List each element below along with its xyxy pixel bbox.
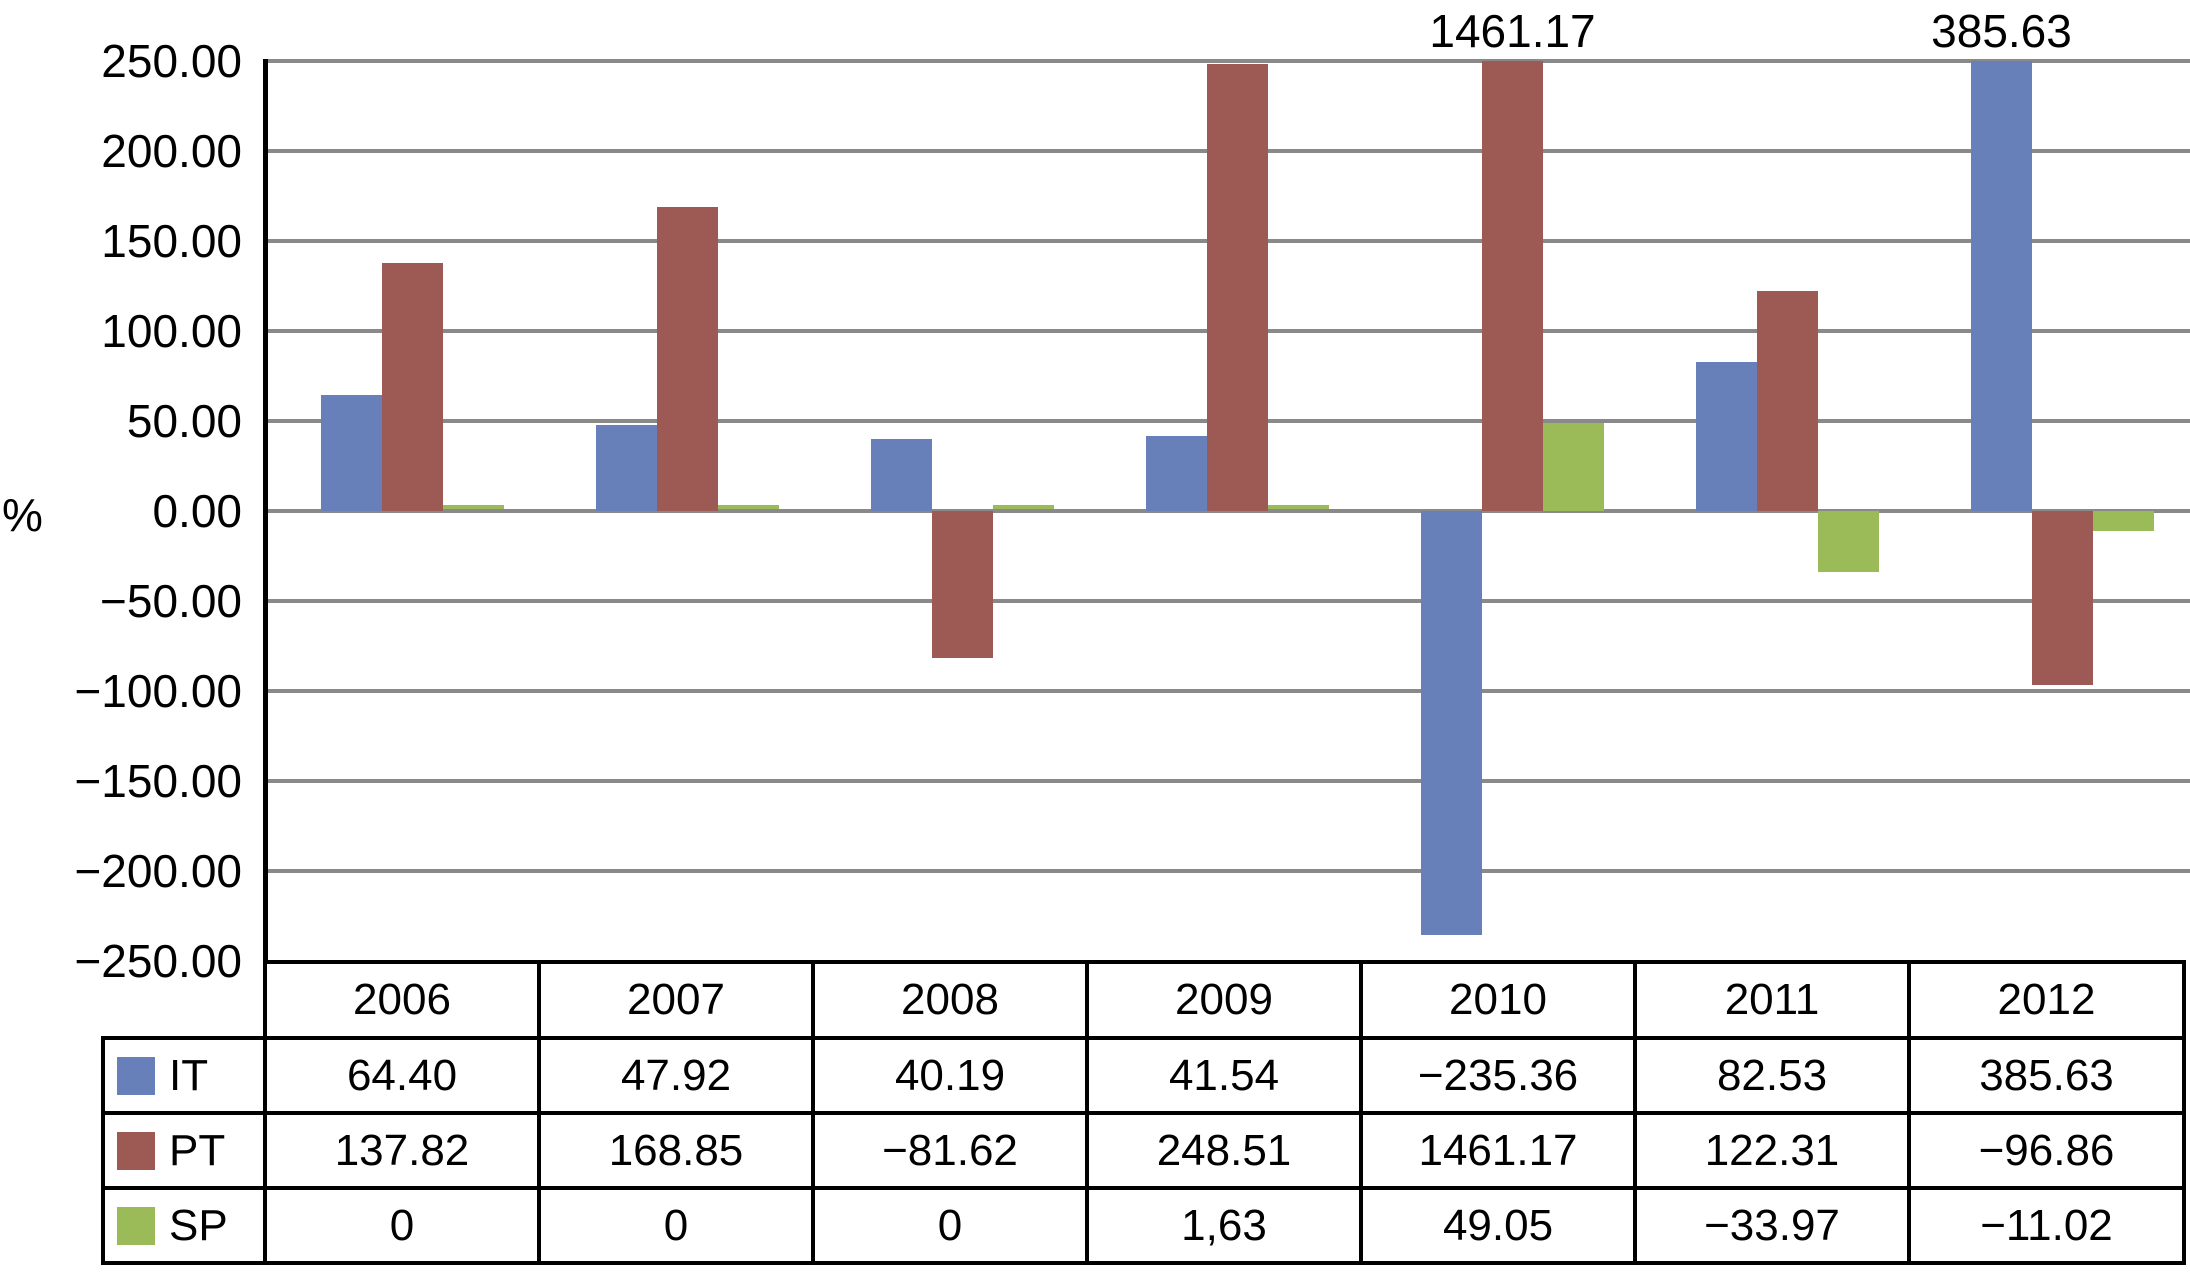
table-cell: 0: [811, 1186, 1089, 1265]
bar-SP-2011: [1818, 511, 1879, 573]
bar-SP-2009: [1268, 505, 1329, 509]
legend-cell-it: IT: [101, 1036, 267, 1115]
table-cell: 248.51: [1085, 1111, 1363, 1190]
table-cell: 0: [537, 1186, 815, 1265]
table-cell: 122.31: [1633, 1111, 1911, 1190]
legend-key-sp-icon: [117, 1206, 155, 1245]
gridline--150: [265, 779, 2190, 783]
y-tick-label: −100.00: [74, 665, 242, 717]
bar-SP-2006: [443, 505, 504, 509]
gridline-0: [265, 509, 2190, 513]
bar-SP-2012: [2093, 511, 2154, 531]
bar-IT-2006: [321, 395, 382, 511]
y-tick-label: 250.00: [101, 35, 242, 87]
y-axis-title: %: [2, 489, 43, 541]
year-header: 2011: [1633, 960, 1911, 1040]
table-year-header-row: 2006 2007 2008 2009 2010 2011 2012: [103, 960, 2186, 1040]
gridline--200: [265, 869, 2190, 873]
legend-cell-sp: SP: [101, 1186, 267, 1265]
gridline--50: [265, 599, 2190, 603]
table-cell: 385.63: [1907, 1036, 2186, 1115]
table-cell: 40.19: [811, 1036, 1089, 1115]
bar-PT-2008: [932, 511, 993, 658]
table-cell: −96.86: [1907, 1111, 2186, 1190]
table-corner-spacer: [103, 962, 265, 1038]
bar-PT-2012: [2032, 511, 2093, 686]
offscale-value-label: 385.63: [1931, 5, 2072, 57]
table-cell: −81.62: [811, 1111, 1089, 1190]
y-tick-label: 200.00: [101, 125, 242, 177]
gridline--100: [265, 689, 2190, 693]
table-cell: 49.05: [1359, 1186, 1637, 1265]
series-name-sp: SP: [169, 1200, 228, 1250]
y-tick-label: 150.00: [101, 215, 242, 267]
y-tick-label: −50.00: [100, 575, 242, 627]
bar-IT-2012: [1971, 61, 2032, 511]
table-cell: 82.53: [1633, 1036, 1911, 1115]
legend-key-pt-icon: [117, 1131, 155, 1170]
year-header: 2012: [1907, 960, 2186, 1040]
table-cell: −235.36: [1359, 1036, 1637, 1115]
bar-SP-2008: [993, 505, 1054, 509]
year-header: 2006: [263, 960, 541, 1040]
year-header: 2010: [1359, 960, 1637, 1040]
year-header: 2007: [537, 960, 815, 1040]
table-row-pt: PT 137.82 168.85 −81.62 248.51 1461.17 1…: [101, 1111, 2186, 1190]
bar-IT-2011: [1696, 362, 1757, 511]
table-row-it: IT 64.40 47.92 40.19 41.54 −235.36 82.53…: [101, 1036, 2186, 1115]
series-name-it: IT: [169, 1050, 209, 1100]
bar-PT-2011: [1757, 290, 1818, 511]
y-tick-label: 50.00: [126, 395, 242, 447]
bar-IT-2008: [871, 438, 932, 511]
series-name-pt: PT: [169, 1125, 226, 1175]
bar-PT-2010: [1482, 61, 1543, 511]
table-cell: −33.97: [1633, 1186, 1911, 1265]
data-table: 2006 2007 2008 2009 2010 2011 2012 IT 64…: [101, 960, 2186, 1265]
table-cell: −11.02: [1907, 1186, 2186, 1265]
table-cell: 47.92: [537, 1036, 815, 1115]
table-row-sp: SP 0 0 0 1,63 49.05 −33.97 −11.02: [101, 1186, 2186, 1265]
y-axis-line: [263, 59, 268, 961]
y-tick-label: −150.00: [74, 755, 242, 807]
bar-PT-2007: [657, 207, 718, 511]
gridline-250: [265, 59, 2190, 63]
table-cell: 1461.17: [1359, 1111, 1637, 1190]
table-cell: 0: [263, 1186, 541, 1265]
offscale-value-label: 1461.17: [1429, 5, 1596, 57]
y-tick-label: 100.00: [101, 305, 242, 357]
table-cell: 1,63: [1085, 1186, 1363, 1265]
bar-SP-2007: [718, 505, 779, 509]
table-cell: 41.54: [1085, 1036, 1363, 1115]
table-cell: 168.85: [537, 1111, 815, 1190]
year-header: 2009: [1085, 960, 1363, 1040]
bar-IT-2007: [596, 424, 657, 511]
legend-cell-pt: PT: [101, 1111, 267, 1190]
legend-key-it-icon: [117, 1056, 155, 1095]
bar-IT-2009: [1146, 436, 1207, 511]
bar-PT-2009: [1207, 63, 1268, 511]
y-tick-label: 0.00: [152, 485, 242, 537]
bar-IT-2010: [1421, 511, 1482, 935]
year-header: 2008: [811, 960, 1089, 1040]
bar-PT-2006: [382, 262, 443, 511]
y-tick-label: −250.00: [74, 935, 242, 987]
y-tick-label: −200.00: [74, 845, 242, 897]
bar-SP-2010: [1543, 422, 1604, 511]
table-cell: 64.40: [263, 1036, 541, 1115]
table-cell: 137.82: [263, 1111, 541, 1190]
